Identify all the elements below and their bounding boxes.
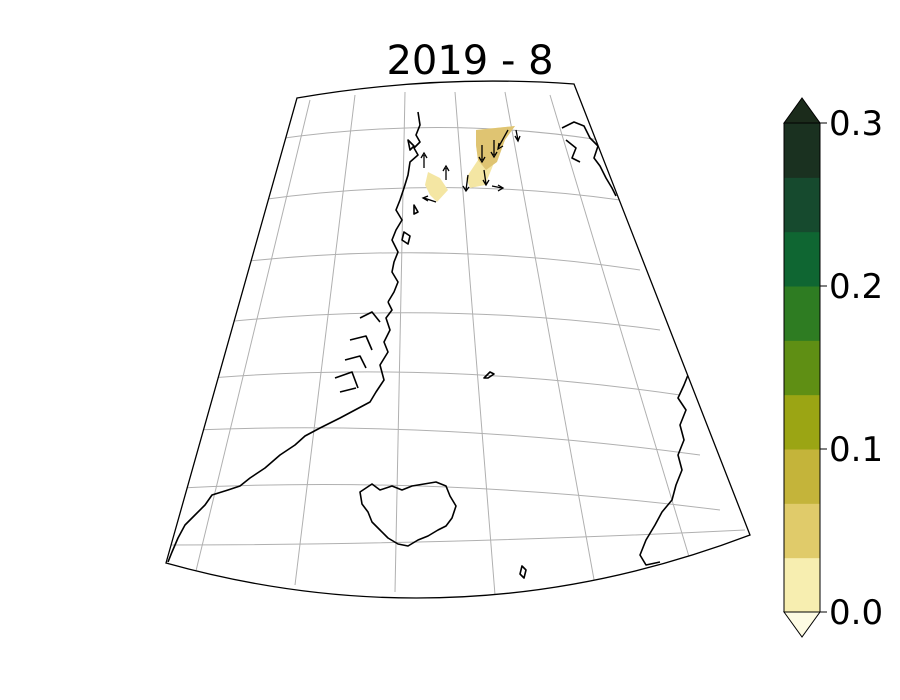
vector-arrow: [497, 129, 509, 151]
colorbar-segment: [784, 177, 820, 233]
colorbar-segment: [784, 557, 820, 613]
latitude-gridlines: [167, 127, 746, 546]
colorbar-tick-label: 0.0: [829, 593, 883, 633]
svalbard-fjord: [565, 139, 581, 163]
greenland-fjords: [334, 311, 381, 393]
colorbar-segment: [784, 394, 820, 450]
colorbar-segment: [784, 340, 820, 396]
colorbar-tick-label: 0.2: [829, 267, 883, 307]
vector-arrow: [442, 164, 450, 180]
map-title: 2019 - 8: [386, 38, 554, 84]
vector-arrows: [420, 129, 521, 203]
vector-arrow: [490, 140, 498, 159]
colorbar-over-triangle: [783, 97, 821, 124]
vector-arrow: [478, 145, 486, 164]
vector-arrow: [491, 184, 505, 192]
map-frame: [165, 80, 751, 599]
colorbar-segment: [784, 449, 820, 504]
shaded-cell-east-mid: [476, 126, 515, 170]
vector-arrow: [482, 169, 490, 187]
colorbar-tick-label: 0.3: [829, 104, 883, 144]
coastal-islands: [401, 139, 419, 245]
colorbar-segment: [784, 286, 820, 341]
iceland: [359, 481, 457, 547]
norway-coast: [639, 369, 691, 566]
colorbar-tick-label: 0.1: [829, 430, 883, 470]
colorbar-ticks: 0.0 0.1 0.2 0.3: [820, 104, 883, 633]
colorbar-segment: [784, 503, 820, 559]
shaded-cell-west: [425, 172, 448, 202]
coastlines: [167, 111, 691, 579]
greenland-east-coast-north: [387, 111, 421, 303]
vector-arrow: [462, 174, 470, 193]
greenland-east-coast-south: [167, 301, 393, 563]
map-panel: [165, 80, 751, 599]
vector-arrow: [514, 129, 521, 143]
vector-arrow: [420, 151, 428, 168]
svalbard-coast: [561, 121, 617, 197]
data-shading: [425, 126, 515, 202]
colorbar-segment: [784, 123, 820, 178]
vector-arrow: [421, 195, 437, 203]
jan-mayen: [483, 371, 495, 379]
longitude-gridlines: [194, 91, 691, 596]
colorbar-under-triangle: [783, 611, 821, 638]
colorbar-segment: [784, 231, 820, 287]
faroe-islands: [519, 565, 527, 579]
colorbar-segments: [784, 123, 820, 613]
colorbar-frame: [783, 122, 821, 613]
